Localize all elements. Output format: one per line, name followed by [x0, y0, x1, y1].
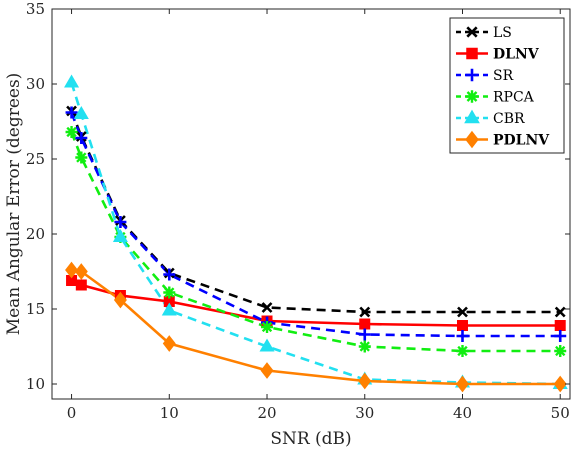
- legend-marker-rpca: [465, 90, 479, 103]
- legend-marker-ls: [466, 26, 478, 38]
- data-point-cbr: [161, 302, 177, 316]
- data-point-pdlnv: [113, 291, 127, 309]
- x-tick-label: 20: [257, 404, 276, 422]
- x-tick-label: 10: [160, 404, 179, 422]
- data-point-rpca: [75, 151, 88, 164]
- data-point-ls: [457, 306, 468, 318]
- x-axis-label: SNR (dB): [270, 429, 351, 449]
- x-tick-label: 40: [453, 404, 472, 422]
- y-tick-label: 25: [26, 150, 45, 168]
- y-tick-label: 20: [26, 225, 45, 243]
- data-point-sr: [114, 216, 127, 228]
- legend-label-ls: LS: [493, 25, 512, 41]
- y-axis-label: Mean Angular Error (degrees): [4, 73, 24, 336]
- x-tick-label: 50: [551, 404, 570, 422]
- legend-marker-sr: [465, 68, 479, 82]
- legend-marker-dlnv: [466, 47, 478, 60]
- data-point-sr: [65, 106, 78, 119]
- y-tick-label: 15: [26, 300, 45, 318]
- data-point-dlnv: [75, 279, 87, 291]
- data-point-rpca: [456, 345, 469, 357]
- data-point-sr: [456, 330, 469, 342]
- series-line-rpca: [70, 131, 561, 353]
- data-point-cbr: [64, 74, 80, 88]
- data-point-rpca: [65, 126, 78, 138]
- x-tick-label: 0: [67, 404, 77, 422]
- data-point-sr: [554, 330, 567, 342]
- data-point-rpca: [261, 321, 274, 333]
- data-point-dlnv: [456, 320, 468, 331]
- data-point-pdlnv: [553, 375, 567, 393]
- legend-label-sr: SR: [493, 68, 514, 84]
- legend-marker-cbr: [464, 109, 480, 124]
- data-point-ls: [554, 306, 566, 318]
- series-line-cbr: [70, 82, 561, 386]
- data-point-pdlnv: [456, 375, 469, 393]
- data-point-sr: [358, 328, 371, 341]
- data-point-cbr: [259, 338, 275, 352]
- legend-label-cbr: CBR: [493, 111, 525, 127]
- data-point-cbr: [73, 105, 89, 120]
- plot-frame: [51, 8, 571, 400]
- series-line-dlnv: [70, 279, 561, 327]
- series-line-pdlnv: [71, 268, 561, 386]
- series-line-ls: [70, 110, 561, 314]
- data-point-cbr: [112, 228, 128, 243]
- series-line-sr: [70, 112, 561, 338]
- data-point-ls: [359, 306, 371, 318]
- y-tick-label: 30: [26, 75, 45, 93]
- y-tick-label: 35: [26, 0, 45, 18]
- y-tick-label: 10: [26, 375, 45, 393]
- legend-label-rpca: RPCA: [493, 90, 535, 106]
- legend-box: [449, 17, 565, 154]
- data-point-dlnv: [359, 318, 371, 330]
- legend: LS DLNV SR RPCA CBR PDLNV: [449, 17, 565, 154]
- data-point-pdlnv: [358, 372, 372, 390]
- legend-marker-pdlnv: [465, 130, 479, 149]
- data-point-dlnv: [554, 320, 566, 331]
- legend-label-pdlnv: PDLNV: [493, 133, 550, 149]
- data-point-pdlnv: [74, 263, 88, 280]
- data-point-rpca: [554, 345, 567, 357]
- data-point-ls: [261, 302, 273, 313]
- data-point-rpca: [163, 286, 176, 299]
- legend-label-dlnv: DLNV: [493, 47, 540, 63]
- data-point-sr: [163, 268, 176, 281]
- data-point-pdlnv: [260, 362, 274, 379]
- data-point-sr: [75, 132, 88, 144]
- data-point-pdlnv: [162, 335, 176, 352]
- data-point-pdlnv: [65, 261, 79, 279]
- data-point-rpca: [358, 340, 371, 353]
- x-tick-label: 30: [355, 404, 374, 422]
